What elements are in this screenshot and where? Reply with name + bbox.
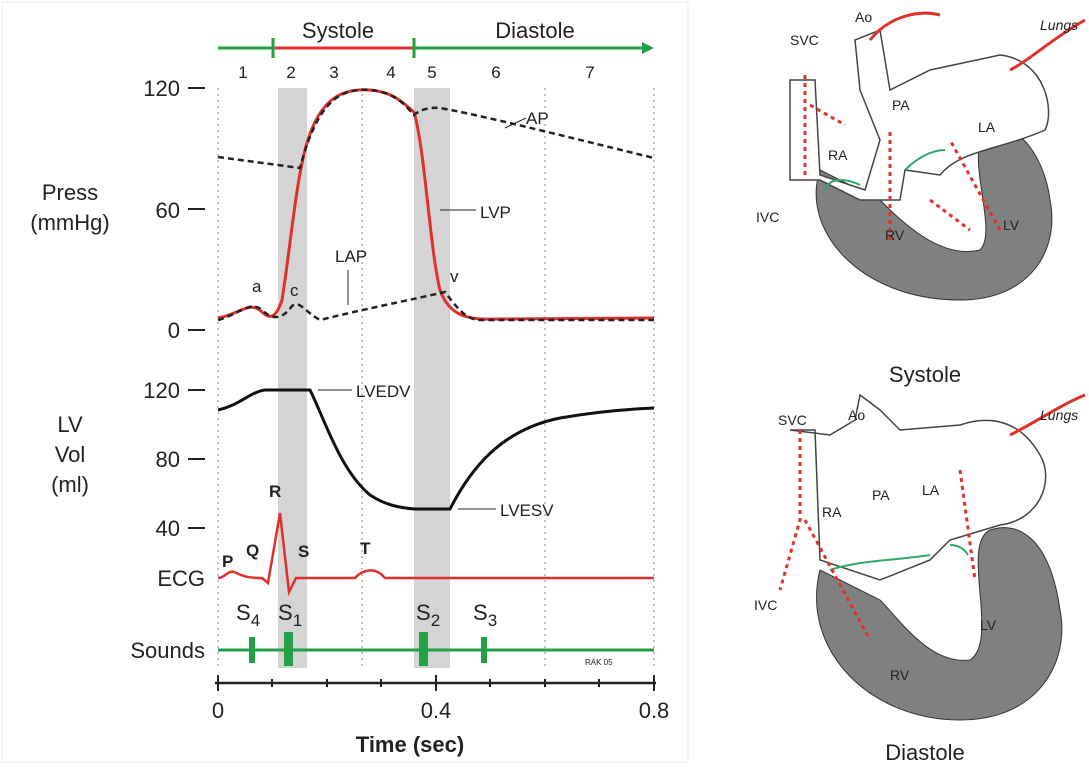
phase-number: 5 — [427, 63, 436, 82]
heart-label: Ao — [855, 9, 872, 25]
ecg-wave: Q — [246, 541, 259, 560]
sound-index: 4 — [251, 611, 260, 630]
phase-number: 3 — [329, 63, 338, 82]
axis-label: (ml) — [51, 472, 89, 497]
sounds-label: Sounds — [130, 638, 205, 663]
phase-number: 6 — [491, 63, 500, 82]
diastole-label: Diastole — [495, 18, 574, 43]
heart-label: LV — [1003, 217, 1020, 233]
heart-label: RV — [885, 227, 905, 243]
axis-label: Vol — [55, 442, 86, 467]
heart-label: RA — [822, 504, 842, 520]
heart-diastole: SVC Ao Lungs PA LA RA IVC RV LV Diastole — [754, 395, 1085, 765]
heart-label: PA — [872, 487, 890, 503]
sound-index: 1 — [293, 611, 302, 630]
isovolumic-band — [278, 88, 307, 668]
heart-label: RV — [890, 667, 910, 683]
heart-caption: Systole — [889, 362, 961, 387]
page: Systole Diastole 1 2 3 4 5 6 7 Press (mm… — [0, 0, 1089, 767]
annotation: LVEDV — [356, 382, 411, 401]
x-tick-label: 0.4 — [421, 698, 452, 723]
heart-label: Ao — [848, 407, 865, 423]
sound-index: 2 — [431, 611, 440, 630]
sound-index: 3 — [488, 611, 497, 630]
y-tick-label: 0 — [168, 318, 180, 343]
ecg-wave: P — [222, 552, 233, 571]
phase-number: 7 — [585, 63, 594, 82]
x-axis-title: Time (sec) — [356, 732, 464, 757]
heart-label: LV — [980, 617, 997, 633]
heart-systole: SVC Ao Lungs PA LA RA IVC RV LV Systole — [730, 2, 1087, 387]
annotation: LVESV — [500, 501, 554, 520]
phase-number: 4 — [386, 63, 395, 82]
ecg-label: ECG — [157, 566, 205, 591]
heart-label: PA — [892, 97, 910, 113]
phase-number: 1 — [238, 63, 247, 82]
y-tick-label: 120 — [143, 76, 180, 101]
heart-label: Lungs — [1040, 17, 1078, 33]
ecg-wave: R — [269, 482, 281, 501]
axis-label: (mmHg) — [30, 210, 109, 235]
annotation: LAP — [335, 247, 367, 266]
sound-letter: S — [416, 600, 431, 625]
annotation: AP — [526, 109, 549, 128]
systole-label: Systole — [302, 18, 374, 43]
sound-letter: S — [278, 600, 293, 625]
axis-label: Press — [42, 180, 98, 205]
heart-label: SVC — [778, 412, 807, 428]
heart-label: LA — [978, 119, 996, 135]
heart-label: IVC — [754, 597, 777, 613]
heart-caption: Diastole — [885, 740, 964, 765]
heart-label: SVC — [790, 32, 819, 48]
sound-letter: S — [473, 600, 488, 625]
panel-frame — [2, 2, 688, 762]
sound-letter: S — [236, 600, 251, 625]
ecg-wave: S — [298, 542, 309, 561]
heart-label: Lungs — [1040, 407, 1078, 423]
heart-label: LA — [922, 482, 940, 498]
y-tick-label: 60 — [156, 198, 180, 223]
heart-label: RA — [828, 147, 848, 163]
annotation: LVP — [480, 203, 511, 222]
x-tick-label: 0 — [212, 698, 224, 723]
annotation: v — [450, 267, 459, 286]
y-tick-label: 120 — [143, 378, 180, 403]
isovolumic-band — [414, 88, 450, 668]
x-tick-label: 0.8 — [639, 698, 670, 723]
credit: RAK 05 — [585, 658, 613, 667]
y-tick-label: 40 — [156, 516, 180, 541]
annotation: c — [290, 281, 299, 300]
y-tick-label: 80 — [156, 447, 180, 472]
ecg-wave: T — [360, 539, 371, 558]
phase-number: 2 — [286, 63, 295, 82]
heart-label: IVC — [756, 209, 779, 225]
axis-label: LV — [57, 412, 83, 437]
annotation: a — [252, 277, 262, 296]
